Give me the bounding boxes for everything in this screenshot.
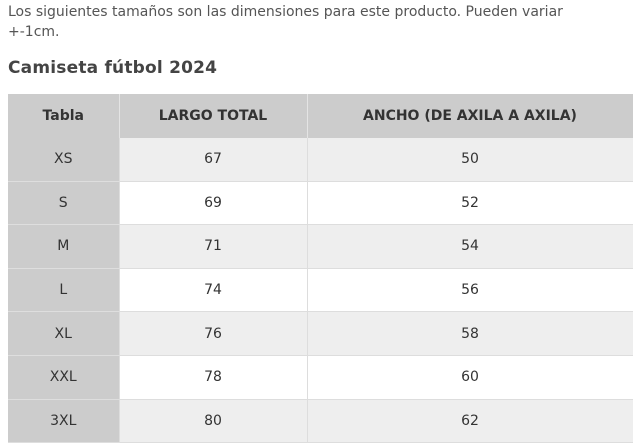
header-largo-total: LARGO TOTAL	[119, 94, 308, 138]
ancho-cell: 62	[307, 399, 633, 444]
ancho-cell: 50	[307, 138, 633, 182]
size-cell: L	[8, 268, 120, 313]
table-row: XS 67 50	[8, 138, 633, 182]
header-ancho: ANCHO (DE AXILA A AXILA)	[307, 94, 633, 138]
size-cell: 3XL	[8, 399, 120, 444]
largo-cell: 80	[119, 399, 308, 444]
size-table: Tabla LARGO TOTAL ANCHO (DE AXILA A AXIL…	[8, 94, 633, 444]
table-row: XL 76 58	[8, 311, 633, 356]
largo-cell: 69	[119, 181, 308, 226]
size-cell: M	[8, 224, 120, 269]
largo-cell: 78	[119, 355, 308, 400]
table-row: L 74 56	[8, 268, 633, 313]
largo-cell: 67	[119, 138, 308, 182]
product-title: Camiseta fútbol 2024	[8, 58, 218, 78]
ancho-cell: 58	[307, 311, 633, 356]
size-cell: XS	[8, 138, 120, 182]
table-row: S 69 52	[8, 181, 633, 226]
table-row: 3XL 80 62	[8, 399, 633, 444]
size-cell: S	[8, 181, 120, 226]
ancho-cell: 60	[307, 355, 633, 400]
header-tabla: Tabla	[8, 94, 120, 138]
largo-cell: 71	[119, 224, 308, 269]
size-cell: XL	[8, 311, 120, 356]
ancho-cell: 56	[307, 268, 633, 313]
table-header-row: Tabla LARGO TOTAL ANCHO (DE AXILA A AXIL…	[8, 94, 633, 138]
largo-cell: 76	[119, 311, 308, 356]
table-row: XXL 78 60	[8, 355, 633, 400]
largo-cell: 74	[119, 268, 308, 313]
intro-text: Los siguientes tamaños son las dimension…	[8, 4, 563, 40]
table-row: M 71 54	[8, 224, 633, 269]
ancho-cell: 54	[307, 224, 633, 269]
size-cell: XXL	[8, 355, 120, 400]
ancho-cell: 52	[307, 181, 633, 226]
